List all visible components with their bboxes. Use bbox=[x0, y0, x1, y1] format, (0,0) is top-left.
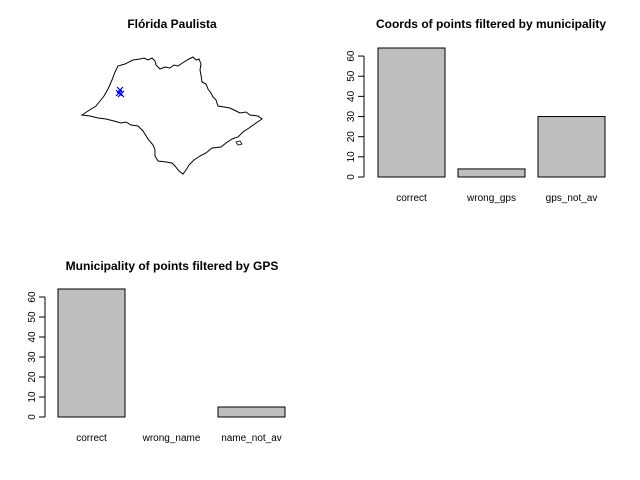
bar-correct bbox=[57, 288, 126, 418]
point-marker bbox=[117, 90, 125, 98]
bar-name_not_av bbox=[217, 406, 286, 418]
map-title: Flórida Paulista bbox=[127, 17, 217, 31]
y-tick-label: 10 bbox=[27, 391, 38, 403]
x-tick-label: wrong_name bbox=[142, 433, 201, 444]
bars bbox=[377, 47, 606, 178]
bars bbox=[57, 288, 286, 418]
bar-chart-gps: Municipality of points filtered by GPS 0… bbox=[27, 259, 286, 444]
y-tick-label: 40 bbox=[27, 331, 38, 343]
y-tick-label: 40 bbox=[346, 90, 357, 102]
bar-correct bbox=[377, 47, 446, 178]
y-tick-label: 50 bbox=[27, 311, 38, 323]
coastal-island bbox=[235, 140, 243, 146]
x-tick-label: name_not_av bbox=[221, 433, 282, 444]
state-outline bbox=[80, 56, 263, 175]
chart-title: Coords of points filtered by municipalit… bbox=[376, 17, 606, 31]
y-tick-label: 50 bbox=[346, 70, 357, 82]
point-marker bbox=[115, 89, 123, 97]
bar-wrong_gps bbox=[457, 168, 526, 178]
x-tick-label: gps_not_av bbox=[546, 193, 598, 204]
bar-chart-municipality: Coords of points filtered by municipalit… bbox=[346, 17, 606, 204]
y-tick-label: 60 bbox=[27, 291, 38, 303]
x-labels: correct wrong_name name_not_av bbox=[76, 433, 282, 444]
y-tick-label: 30 bbox=[346, 111, 357, 123]
y-tick-label: 0 bbox=[346, 174, 357, 180]
y-tick-label: 30 bbox=[27, 351, 38, 363]
x-labels: correct wrong_gps gps_not_av bbox=[396, 193, 597, 204]
x-tick-label: correct bbox=[396, 193, 427, 204]
y-ticks: 0 10 20 30 40 50 60 bbox=[346, 50, 364, 180]
map-panel: Flórida Paulista bbox=[80, 17, 263, 175]
bar-gps_not_av bbox=[537, 116, 606, 178]
chart-title: Municipality of points filtered by GPS bbox=[66, 259, 279, 273]
map-points bbox=[115, 86, 125, 98]
x-tick-label: wrong_gps bbox=[466, 193, 516, 204]
y-tick-label: 10 bbox=[346, 151, 357, 163]
y-tick-label: 20 bbox=[27, 371, 38, 383]
x-tick-label: correct bbox=[76, 433, 107, 444]
y-tick-label: 0 bbox=[27, 414, 38, 420]
y-tick-label: 20 bbox=[346, 131, 357, 143]
y-ticks: 0 10 20 30 40 50 60 bbox=[27, 291, 45, 420]
y-tick-label: 60 bbox=[346, 50, 357, 62]
